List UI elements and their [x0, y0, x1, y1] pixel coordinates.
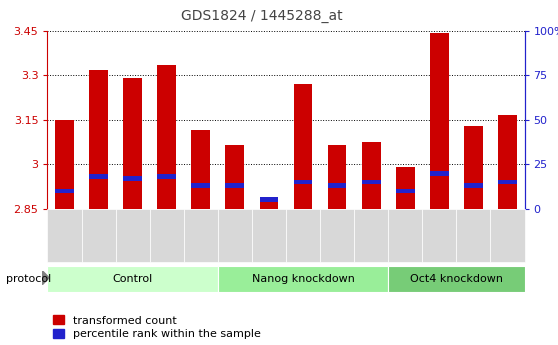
Bar — [396, 167, 415, 209]
Text: Oct4 knockdown: Oct4 knockdown — [410, 274, 503, 284]
Bar — [191, 183, 210, 188]
Bar — [396, 189, 415, 193]
Bar — [123, 78, 142, 209]
Bar — [55, 120, 74, 209]
Bar — [328, 145, 347, 209]
Bar — [430, 171, 449, 176]
Bar — [464, 183, 483, 188]
Text: GDS1824 / 1445288_at: GDS1824 / 1445288_at — [181, 9, 343, 23]
Bar — [225, 145, 244, 209]
Bar — [89, 70, 108, 209]
Bar — [157, 174, 176, 179]
Bar — [464, 126, 483, 209]
Bar — [225, 183, 244, 188]
Bar — [123, 176, 142, 181]
FancyBboxPatch shape — [388, 266, 525, 292]
Bar — [259, 197, 278, 202]
Bar — [362, 142, 381, 209]
Text: protocol: protocol — [6, 274, 51, 284]
Bar — [55, 189, 74, 193]
Bar — [498, 116, 517, 209]
Bar — [157, 65, 176, 209]
Bar — [191, 130, 210, 209]
Bar — [294, 85, 312, 209]
Legend: transformed count, percentile rank within the sample: transformed count, percentile rank withi… — [53, 315, 261, 339]
FancyBboxPatch shape — [218, 266, 388, 292]
Bar — [328, 183, 347, 188]
Text: Control: Control — [113, 274, 153, 284]
Text: Nanog knockdown: Nanog knockdown — [252, 274, 354, 284]
FancyBboxPatch shape — [47, 266, 218, 292]
Polygon shape — [42, 271, 49, 285]
Bar — [259, 197, 278, 209]
Bar — [362, 180, 381, 185]
Bar — [498, 180, 517, 185]
Bar — [430, 32, 449, 209]
Bar — [294, 180, 312, 185]
Bar — [89, 174, 108, 179]
